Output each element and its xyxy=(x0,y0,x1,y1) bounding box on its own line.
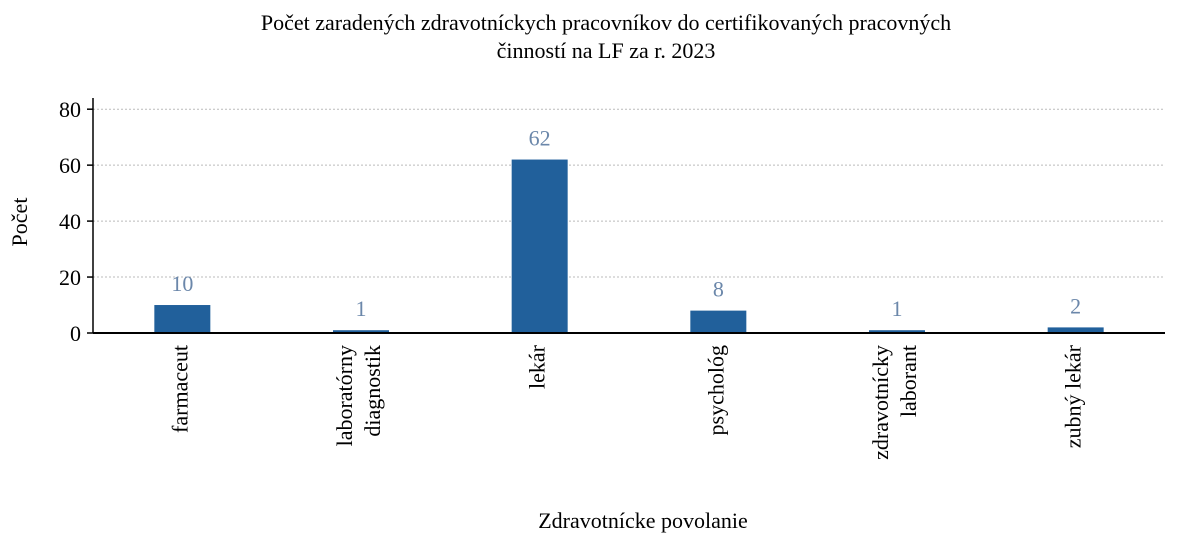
text-line: farmaceut xyxy=(167,345,192,433)
x-tick-label: laboratórny diagnostik xyxy=(332,345,385,446)
text-line: psychológ xyxy=(703,345,728,435)
x-tick-label: farmaceut xyxy=(167,345,192,433)
x-tick-label: psychológ xyxy=(703,345,728,435)
y-axis-title: Počet xyxy=(7,198,32,247)
value-label: 2 xyxy=(1070,293,1081,318)
bar xyxy=(869,330,925,333)
text-line: laborant xyxy=(896,345,921,417)
text-line: laboratórny xyxy=(332,345,357,446)
text-line: Počet zaradených zdravotníckych pracovní… xyxy=(261,10,951,35)
value-label: 10 xyxy=(171,271,193,296)
bar xyxy=(1047,327,1104,333)
value-label: 1 xyxy=(356,296,367,321)
value-label: 62 xyxy=(529,126,551,151)
x-tick-label: zdravotnícky laborant xyxy=(868,345,921,460)
x-tick-label: zubný lekár xyxy=(1061,344,1086,448)
bar xyxy=(154,305,211,333)
bar xyxy=(333,330,389,333)
text-line: činností na LF za r. 2023 xyxy=(497,38,716,63)
y-tick-label: 40 xyxy=(59,209,81,234)
y-tick-label: 20 xyxy=(59,265,81,290)
chart-title: Počet zaradených zdravotníckych pracovní… xyxy=(261,10,951,63)
x-axis-title: Zdravotnícke povolanie xyxy=(538,508,748,533)
y-tick-label: 60 xyxy=(59,153,81,178)
bar xyxy=(511,159,568,333)
value-label: 8 xyxy=(713,277,724,302)
value-label: 1 xyxy=(892,296,903,321)
y-tick-label: 80 xyxy=(59,97,81,122)
text-line: lekár xyxy=(525,344,550,389)
text-line: zubný lekár xyxy=(1061,344,1086,448)
y-tick-label: 0 xyxy=(70,321,81,346)
x-tick-label: lekár xyxy=(525,344,550,389)
text-line: diagnostik xyxy=(360,345,385,437)
bar xyxy=(690,310,747,333)
text-line: zdravotnícky xyxy=(868,345,893,460)
